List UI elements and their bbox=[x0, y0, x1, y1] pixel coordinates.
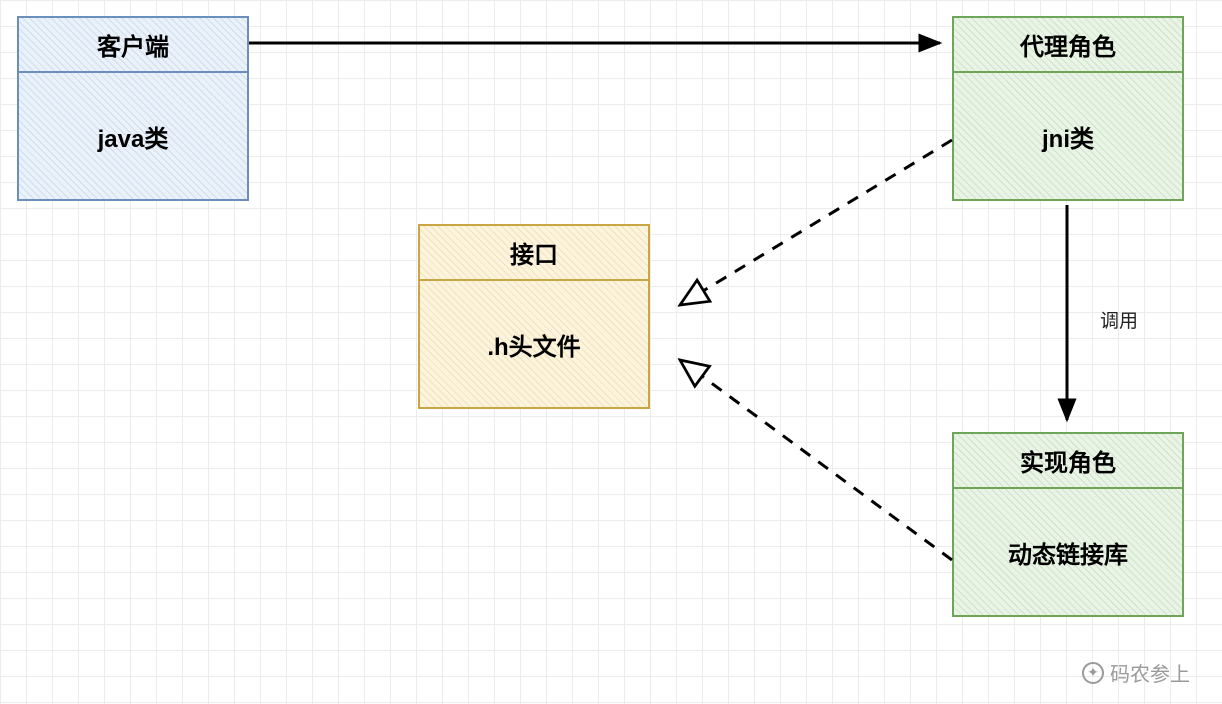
wechat-icon: ✦ bbox=[1082, 662, 1104, 684]
node-client-body: java类 bbox=[19, 73, 247, 199]
watermark: ✦ 码农参上 bbox=[1082, 658, 1190, 687]
edge-label-call: 调用 bbox=[1100, 306, 1138, 333]
node-client: 客户端 java类 bbox=[17, 16, 249, 201]
node-proxy-head: 代理角色 bbox=[954, 18, 1182, 73]
node-proxy-body: jni类 bbox=[954, 73, 1182, 199]
node-impl: 实现角色 动态链接库 bbox=[952, 432, 1184, 617]
node-interface-body: .h头文件 bbox=[420, 281, 648, 407]
watermark-text: 码农参上 bbox=[1110, 658, 1190, 687]
node-impl-body: 动态链接库 bbox=[954, 489, 1182, 615]
node-impl-head: 实现角色 bbox=[954, 434, 1182, 489]
node-interface: 接口 .h头文件 bbox=[418, 224, 650, 409]
node-client-head: 客户端 bbox=[19, 18, 247, 73]
node-interface-head: 接口 bbox=[420, 226, 648, 281]
node-proxy: 代理角色 jni类 bbox=[952, 16, 1184, 201]
